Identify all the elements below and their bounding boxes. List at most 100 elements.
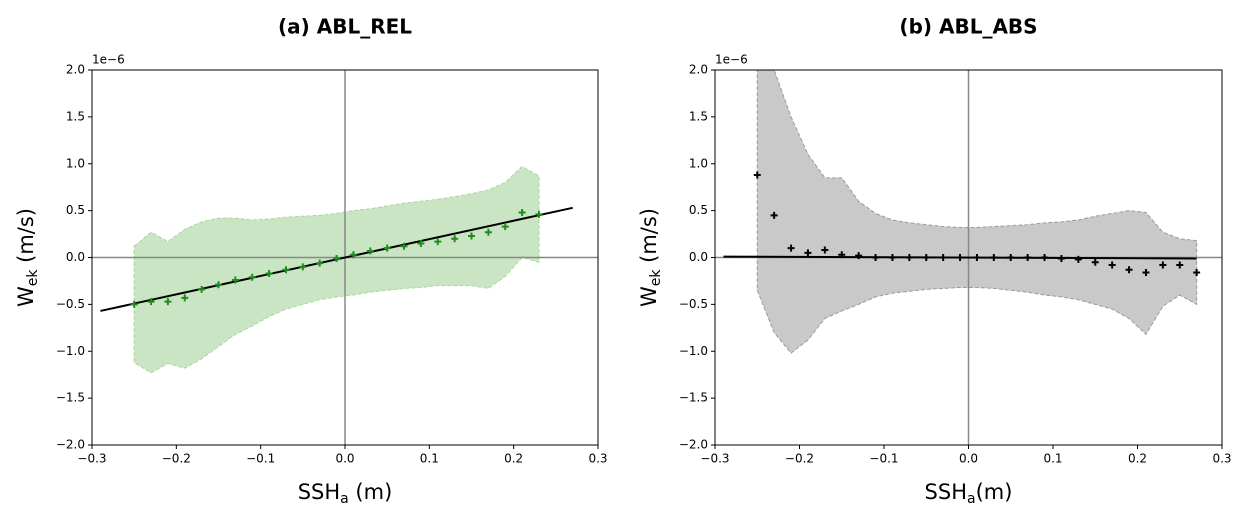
y-tick-label: 0.0 [66,250,85,264]
data-point [400,242,408,250]
y-axis-label: Wek (m/s) [637,208,664,307]
x-tick-label: −0.2 [785,452,814,466]
data-point [147,298,155,306]
y-tick-label: 1.5 [66,109,85,123]
data-point [1193,269,1201,276]
x-tick-label: 0.2 [1128,452,1147,466]
data-point [888,254,896,261]
y-tick-label: −2.0 [56,438,85,452]
data-point [1176,261,1184,269]
data-point [248,273,256,281]
data-point [130,300,138,308]
data-point [1125,266,1133,274]
y-tick-label: 0.0 [689,250,708,264]
y-label-sub: ek [25,269,41,287]
data-point [787,244,795,252]
data-point [1057,254,1065,262]
y-axis-label: Wek (m/s) [14,208,41,307]
data-point [299,263,307,271]
data-point [804,249,812,257]
y-label-rest: (m/s) [637,208,661,270]
data-point [198,285,206,293]
data-point [855,252,863,260]
data-point [215,281,222,289]
y-tick-label: −1.5 [56,391,85,405]
y-tick-label: 0.5 [689,203,708,217]
data-point [1091,258,1099,266]
data-point [434,238,442,246]
x-tick-label: 0.0 [959,452,978,466]
offset-text: 1e−6 [92,53,125,67]
data-point [1108,261,1116,269]
data-point [1142,269,1150,276]
x-label-main: SSH [925,480,967,504]
x-label-main: SSH [298,480,340,504]
x-tick-label: 0.3 [1212,452,1231,466]
x-tick-label: −0.1 [246,452,275,466]
data-point [990,254,998,261]
data-point [838,251,846,259]
x-label-rest: (m) [349,480,393,504]
y-label-main: W [14,286,38,307]
data-point [468,232,475,240]
x-label-rest: (m) [976,480,1013,504]
y-tick-label: 1.0 [66,156,85,170]
x-tick-label: 0.0 [335,452,354,466]
y-tick-label: −1.0 [56,344,85,358]
data-point [316,259,324,267]
data-point [383,244,391,252]
data-point [349,251,357,259]
data-point [535,210,543,218]
x-axis-label: SSHa (m) [298,480,393,507]
x-label-sub: a [967,491,976,507]
spread-band [133,165,540,374]
data-point [1074,255,1082,263]
x-tick-label: 0.3 [588,452,607,466]
y-tick-label: 1.0 [689,156,708,170]
spread-band [756,69,1198,354]
y-label-sub: ek [648,269,664,287]
data-point [821,246,829,254]
y-label-rest: (m/s) [14,208,38,270]
data-point [939,254,947,261]
y-tick-label: −0.5 [679,297,708,311]
x-tick-label: 0.2 [504,452,523,466]
x-tick-label: 0.1 [1043,452,1062,466]
y-tick-label: −1.0 [679,344,708,358]
offset-text: 1e−6 [715,53,748,67]
data-point [484,228,492,236]
x-tick-label: −0.3 [77,452,106,466]
y-tick-label: −1.5 [679,391,708,405]
x-axis-label: SSHa(m) [925,480,1013,507]
x-label-sub: a [340,491,349,507]
data-point [1007,254,1015,261]
data-point [956,254,964,261]
chart-title: (b) ABL_ABS [899,15,1037,39]
data-point [181,294,189,302]
y-tick-label: 2.0 [66,63,85,77]
data-point [164,298,172,306]
x-tick-label: 0.1 [420,452,439,466]
data-point [451,235,459,243]
y-label-main: W [637,286,661,307]
y-tick-label: −0.5 [56,297,85,311]
data-point [265,269,273,277]
x-tick-label: −0.2 [162,452,191,466]
y-tick-label: −2.0 [679,438,708,452]
data-point [1024,254,1032,261]
data-point [231,276,239,284]
data-point [282,266,290,274]
x-tick-label: −0.3 [700,452,729,466]
data-point [417,239,425,247]
data-point [501,223,509,231]
data-point [770,211,778,219]
y-tick-label: 0.5 [66,203,85,217]
chart-title: (a) ABL_REL [278,15,412,39]
y-tick-label: 2.0 [689,63,708,77]
data-point [366,247,374,255]
data-point [922,254,930,261]
data-point [333,254,341,262]
data-point [872,254,880,261]
data-point [518,209,526,216]
